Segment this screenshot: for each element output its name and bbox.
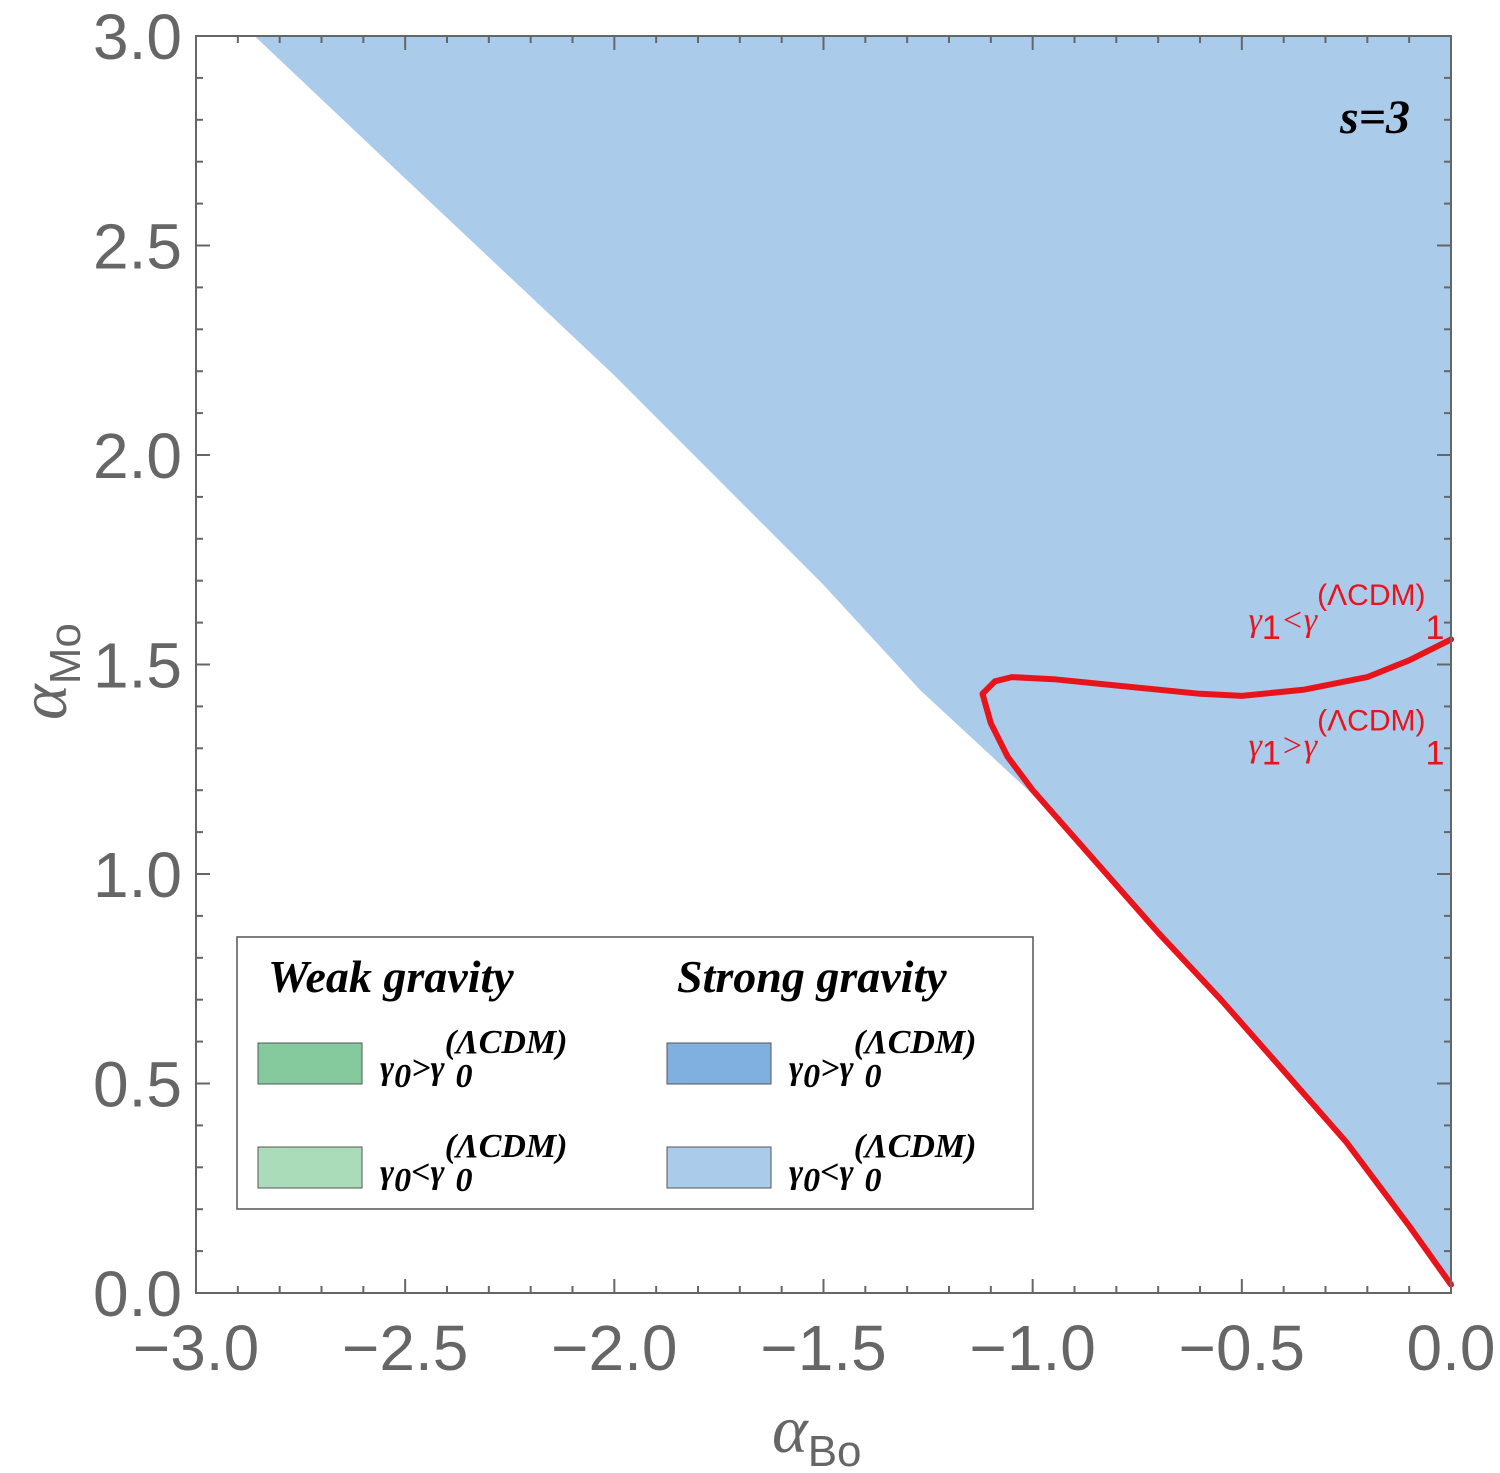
legend-entry-part: 0 [394,1162,411,1199]
legend-entry-part: 0 [455,1162,472,1199]
x-tick-labels: −3.0 −2.5 −2.0 −1.5 −1.0 −0.5 0.0 [133,1312,1496,1384]
x-tick-label: −0.5 [1179,1312,1305,1384]
legend-entry-part: (ΛCDM) [854,1128,977,1165]
legend-entry-part: 0 [864,1162,881,1199]
legend-entry-part: 0 [394,1058,411,1095]
y-tick-label: 3.0 [93,1,182,73]
annotation-part: 1 [1425,735,1444,773]
legend-entry-part: γ [789,1050,804,1087]
legend-group-title: Weak gravity [268,951,514,1002]
annotation-part: < [1281,602,1304,639]
region-annotation-0: γ1<γ(ΛCDM)1 [1248,579,1444,647]
x-axis-label-subscript: Bo [808,1427,862,1473]
annotation-part: γ [1248,602,1263,639]
legend-entry-part: (ΛCDM) [445,1128,568,1165]
legend-entry-part: 0 [864,1058,881,1095]
y-tick-label: 2.5 [93,211,182,283]
region-annotations: γ1<γ(ΛCDM)1γ1>γ(ΛCDM)1 [1248,579,1444,773]
y-tick-label: 2.0 [93,420,182,492]
x-tick-label: −1.5 [760,1312,886,1384]
legend-entry-part: γ [380,1154,395,1191]
legend-entry-part: 0 [455,1058,472,1095]
y-tick-label: 0.0 [93,1258,182,1330]
legend-entry-part: γ [789,1154,804,1191]
legend-entry-part: γ [431,1154,446,1191]
plot-area [254,36,1454,1288]
y-tick-labels: 0.0 0.5 1.0 1.5 2.0 2.5 3.0 [93,1,182,1330]
legend-entry-part: > [820,1050,839,1087]
legend-entry-part: γ [840,1050,855,1087]
legend-entry-part: 0 [803,1162,820,1199]
annotation-part: γ [1304,728,1319,765]
legend-box [236,936,1034,1210]
legend-entry-label: γ0<γ(ΛCDM) 0 [789,1128,976,1199]
annotation-part: 1 [1262,735,1281,773]
y-tick-label: 1.0 [93,839,182,911]
legend-swatch [257,1146,363,1189]
legend-swatch [666,1042,772,1085]
legend-entry-part: 0 [803,1058,820,1095]
legend-entry-part: < [411,1154,430,1191]
annotation-part: (ΛCDM) [1317,705,1425,738]
y-tick-label: 0.5 [93,1049,182,1121]
annotation-part: γ [1248,728,1263,765]
axis-ticks [195,35,1452,1294]
annotation-part: γ [1304,602,1319,639]
legend-swatch [257,1042,363,1085]
region-fill-0 [254,36,1452,1285]
legend-entry-part: > [411,1050,430,1087]
x-tick-label: −3.0 [133,1312,259,1384]
y-axis-label-subscript: Mo [41,623,90,684]
legend-group-title: Strong gravity [677,951,947,1002]
region-annotation-1: γ1>γ(ΛCDM)1 [1248,705,1444,773]
legend-entry-part: γ [431,1050,446,1087]
legend-entry-part: γ [380,1050,395,1087]
x-axis-label: αBo [772,1391,862,1473]
legend-entry-label: γ0>γ(ΛCDM) 0 [789,1024,976,1095]
x-tick-label: −2.5 [342,1312,468,1384]
x-tick-label: −1.0 [969,1312,1095,1384]
annotation-part: (ΛCDM) [1317,579,1425,612]
legend-entry-part: (ΛCDM) [445,1024,568,1061]
x-axis-label-symbol: α [772,1391,809,1467]
legend-swatch [666,1146,772,1189]
y-axis-label: αMo [5,623,90,720]
legend-entry-label: γ0<γ(ΛCDM) 0 [380,1128,567,1199]
x-tick-label: −2.0 [551,1312,677,1384]
x-tick-label: 0.0 [1407,1312,1496,1384]
y-axis-label-symbol: α [5,683,81,720]
y-tick-label: 1.5 [93,630,182,702]
legend-entry-label: γ0>γ(ΛCDM) 0 [380,1024,567,1095]
annotation-part: > [1281,728,1304,765]
legend-entry-part: < [820,1154,839,1191]
legend-entry-part: (ΛCDM) [854,1024,977,1061]
annotation-part: 1 [1262,609,1281,647]
legend-entry-part: γ [840,1154,855,1191]
annotation-part: 1 [1425,609,1444,647]
boundary-curve-0 [979,636,1454,1288]
panel-label: s=3 [1339,91,1410,144]
